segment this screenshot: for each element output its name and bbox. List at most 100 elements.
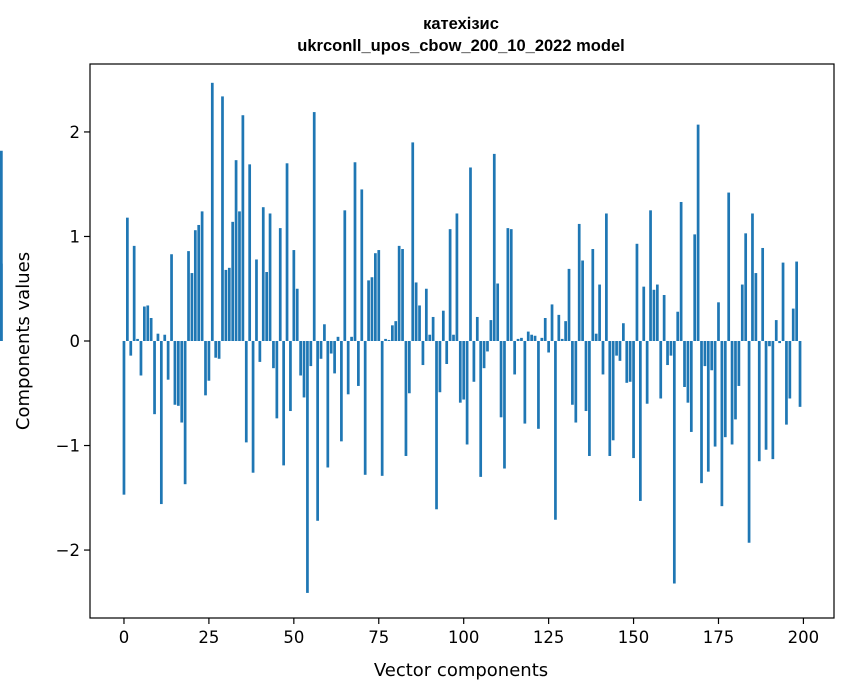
bar [774, 320, 778, 341]
bar [146, 305, 150, 341]
bar [278, 228, 282, 341]
bar [122, 341, 126, 495]
bar [244, 341, 248, 443]
bar [428, 334, 432, 341]
y-tick-label: −2 [56, 541, 80, 560]
bar [343, 210, 347, 341]
bar [445, 341, 449, 364]
bar [543, 318, 547, 341]
bar [594, 333, 598, 341]
bar [567, 268, 571, 341]
bar [723, 341, 727, 438]
bar [509, 229, 513, 341]
bar [248, 164, 252, 341]
bar [438, 341, 442, 393]
bar [163, 334, 167, 341]
bar [221, 96, 224, 342]
bar [679, 201, 683, 341]
bar [611, 341, 615, 441]
bar [486, 341, 489, 352]
bar [299, 341, 302, 376]
bar [319, 341, 323, 359]
bar [492, 153, 496, 341]
bar [730, 341, 734, 445]
bar [295, 288, 299, 341]
bar [761, 247, 765, 341]
bar [683, 341, 686, 387]
bar [455, 213, 459, 341]
bar [217, 341, 221, 359]
bar [323, 324, 326, 341]
x-tick-label: 25 [198, 628, 219, 647]
bar [255, 259, 258, 341]
bar-series [0, 82, 802, 593]
bar [173, 341, 177, 405]
bar [475, 316, 479, 341]
bar [625, 341, 629, 383]
bar [537, 341, 540, 429]
bar [159, 341, 163, 505]
bar [282, 341, 285, 466]
bar [482, 341, 486, 369]
bar [394, 321, 398, 341]
bar [380, 341, 384, 476]
bar [431, 316, 435, 341]
bar [666, 341, 669, 366]
bar [285, 163, 289, 341]
x-tick-label: 125 [533, 628, 565, 647]
bar [547, 341, 550, 353]
bar [458, 341, 462, 403]
bar [421, 341, 425, 366]
bar [778, 341, 781, 344]
bar [628, 341, 632, 382]
x-tick-label: 150 [618, 628, 650, 647]
bar [747, 341, 751, 543]
bar [214, 341, 218, 358]
bar [370, 277, 374, 341]
bar [669, 341, 673, 356]
bar [652, 289, 656, 341]
x-axis-label: Vector components [374, 660, 548, 681]
bar [265, 272, 269, 341]
chart-title-line-2: ukrconll_upos_cbow_200_10_2022 model [297, 37, 624, 55]
bar [785, 341, 788, 425]
bar [649, 210, 652, 341]
bar [302, 341, 306, 398]
bar [156, 333, 160, 341]
bar [231, 221, 235, 341]
bar [662, 295, 666, 341]
bar [340, 341, 343, 442]
bar [268, 213, 272, 341]
bar [132, 245, 136, 341]
x-tick-label: 200 [788, 628, 820, 647]
x-tick-label: 100 [448, 628, 480, 647]
bar [187, 251, 190, 341]
bar [193, 230, 197, 341]
bar [788, 341, 792, 399]
bar [771, 341, 775, 460]
bar [703, 341, 707, 367]
bar [435, 341, 438, 510]
bar [441, 310, 445, 341]
bar [312, 112, 316, 341]
bar [411, 142, 415, 341]
y-tick-label: −1 [56, 437, 80, 456]
bar [336, 336, 340, 341]
bar [357, 341, 360, 386]
bar [516, 338, 520, 341]
x-tick-label: 175 [703, 628, 735, 647]
bar [754, 273, 758, 341]
bar [401, 249, 404, 341]
bar [550, 304, 554, 341]
bar [465, 341, 469, 445]
bar [306, 341, 309, 593]
x-tick-label: 50 [283, 628, 304, 647]
bar [751, 213, 754, 341]
bar [737, 341, 741, 386]
bar [659, 341, 663, 399]
bar [414, 282, 418, 341]
bar [251, 341, 255, 473]
bar [448, 229, 452, 341]
bar [591, 249, 595, 341]
bar [360, 189, 364, 341]
